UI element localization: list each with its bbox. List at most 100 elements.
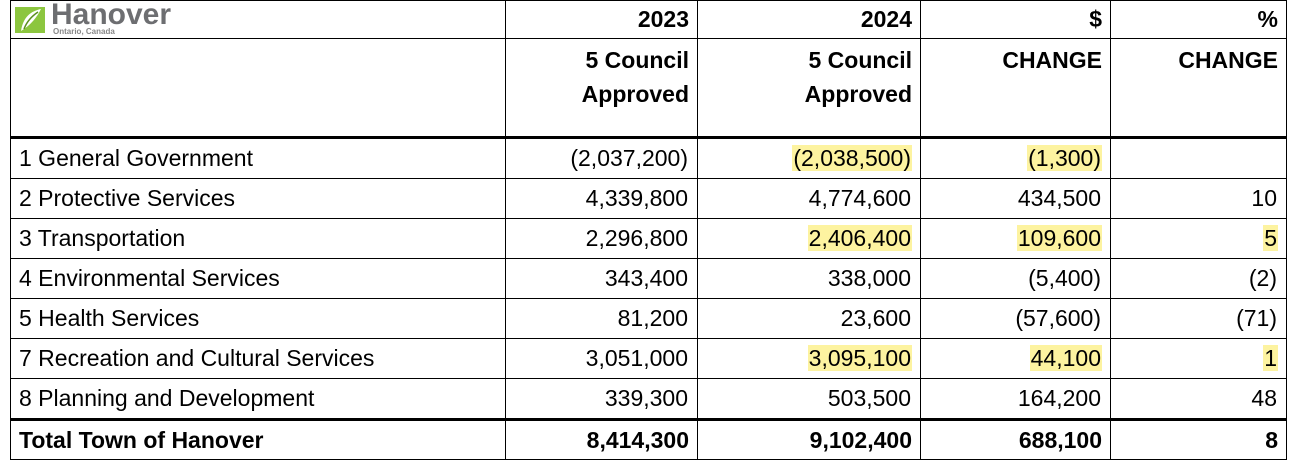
column-sub: 5 Council Approved: [697, 38, 921, 139]
value-cell: 343,400: [505, 258, 698, 299]
value: (2): [1248, 265, 1277, 291]
column-sub-line: CHANGE: [1002, 47, 1102, 73]
value-cell: 338,000: [697, 258, 921, 299]
total-value: 9,102,400: [697, 418, 921, 460]
data-row: 3 Transportation 2,296,800 2,406,400 109,60…: [10, 218, 1287, 259]
value-cell: 1: [1110, 338, 1287, 379]
value: 338,000: [827, 265, 911, 291]
value: 4,339,800: [585, 185, 688, 211]
value: 48: [1251, 385, 1277, 411]
row-label: 3 Transportation: [10, 218, 506, 259]
value: 2,406,400: [807, 225, 912, 251]
value: (2,037,200): [570, 145, 688, 171]
value: 4,774,600: [808, 185, 911, 211]
value-cell: 339,300: [505, 378, 698, 420]
logo-cell: Hanover Ontario, Canada: [10, 0, 506, 39]
value: 503,500: [827, 385, 911, 411]
value: 2,296,800: [585, 225, 688, 251]
value-cell: 5: [1110, 218, 1287, 259]
column-sub: CHANGE: [920, 38, 1111, 139]
subheader-row: 5 Council Approved 5 Council Approved CHANGE…: [10, 38, 1287, 139]
value-cell: 81,200: [505, 298, 698, 339]
value-cell: 2,406,400: [697, 218, 921, 259]
data-row: 1 General Government (2,037,200) (2,038,50…: [10, 137, 1287, 179]
value: 1: [1263, 345, 1278, 371]
row-label: 7 Recreation and Cultural Services: [10, 338, 506, 379]
column-sub-line: 5 Council: [585, 47, 689, 73]
column-sub: 5 Council Approved: [505, 38, 698, 139]
column-sub-line: Approved: [804, 81, 912, 107]
value-cell: 4,774,600: [697, 178, 921, 219]
value-cell: 10: [1110, 178, 1287, 219]
column-head: %: [1110, 0, 1287, 39]
blank-cell: [10, 38, 506, 139]
row-label: 2 Protective Services: [10, 178, 506, 219]
value: (2,038,500): [792, 145, 912, 171]
column-head: 2024: [697, 0, 921, 39]
value: 339,300: [604, 385, 688, 411]
value-cell: 44,100: [920, 338, 1111, 379]
logo-icon: [15, 6, 45, 33]
data-row: 2 Protective Services 4,339,800 4,774,600 4…: [10, 178, 1287, 219]
value: 3,095,100: [807, 345, 912, 371]
logo-name: Hanover: [51, 0, 172, 31]
column-head: 2023: [505, 0, 698, 39]
logo-place: Ontario, Canada: [53, 27, 115, 36]
value-cell: 48: [1110, 378, 1287, 420]
value: (71): [1236, 305, 1277, 331]
value: 44,100: [1029, 345, 1102, 371]
row-label: 4 Environmental Services: [10, 258, 506, 299]
value-cell: 4,339,800: [505, 178, 698, 219]
value-cell: (5,400): [920, 258, 1111, 299]
column-head: $: [920, 0, 1111, 39]
value-cell: [1110, 137, 1287, 179]
value-cell: 109,600: [920, 218, 1111, 259]
row-label: 1 General Government: [10, 137, 506, 179]
column-sub-line: 5 Council: [808, 47, 912, 73]
value-cell: 164,200: [920, 378, 1111, 420]
total-value: 8,414,300: [505, 418, 698, 460]
data-row: 7 Recreation and Cultural Services 3,051,…: [10, 338, 1287, 379]
value: (1,300): [1027, 145, 1102, 171]
value-cell: 2,296,800: [505, 218, 698, 259]
value: 109,600: [1016, 225, 1102, 251]
value-cell: 434,500: [920, 178, 1111, 219]
column-sub-line: Approved: [581, 81, 689, 107]
value: 3,051,000: [585, 345, 688, 371]
value-cell: (57,600): [920, 298, 1111, 339]
table-body: Hanover Ontario, Canada 2023 2024 $% 5 Cou…: [10, 0, 1287, 460]
value: (57,600): [1015, 305, 1101, 331]
total-value: 8: [1110, 418, 1287, 460]
header-row: Hanover Ontario, Canada 2023 2024 $%: [10, 0, 1287, 39]
value: 164,200: [1017, 385, 1101, 411]
value-cell: 3,051,000: [505, 338, 698, 379]
value: 81,200: [617, 305, 688, 331]
value: 10: [1251, 185, 1277, 211]
total-value: 688,100: [920, 418, 1111, 460]
value-cell: (1,300): [920, 137, 1111, 179]
value-cell: (2): [1110, 258, 1287, 299]
total-row: Total Town of Hanover 8,414,300 9,102,400 6…: [10, 418, 1287, 460]
value-cell: 503,500: [697, 378, 921, 420]
budget-table: Hanover Ontario, Canada 2023 2024 $% 5 Cou…: [10, 0, 1287, 460]
value-cell: (71): [1110, 298, 1287, 339]
row-label: 5 Health Services: [10, 298, 506, 339]
logo: Hanover Ontario, Canada: [15, 0, 497, 36]
data-row: 8 Planning and Development 339,300 503,500…: [10, 378, 1287, 420]
value-cell: (2,038,500): [697, 137, 921, 179]
value-cell: 3,095,100: [697, 338, 921, 379]
value: 434,500: [1017, 185, 1101, 211]
column-sub-line: CHANGE: [1178, 47, 1278, 73]
value: 23,600: [840, 305, 911, 331]
value: 343,400: [604, 265, 688, 291]
column-sub: CHANGE: [1110, 38, 1287, 139]
data-row: 5 Health Services 81,200 23,600 (57,600) (71…: [10, 298, 1287, 339]
value-cell: (2,037,200): [505, 137, 698, 179]
value-cell: 23,600: [697, 298, 921, 339]
value: (5,400): [1028, 265, 1101, 291]
data-row: 4 Environmental Services 343,400 338,000 (5…: [10, 258, 1287, 299]
row-label: 8 Planning and Development: [10, 378, 506, 420]
total-label: Total Town of Hanover: [10, 418, 506, 460]
value: 5: [1263, 225, 1278, 251]
